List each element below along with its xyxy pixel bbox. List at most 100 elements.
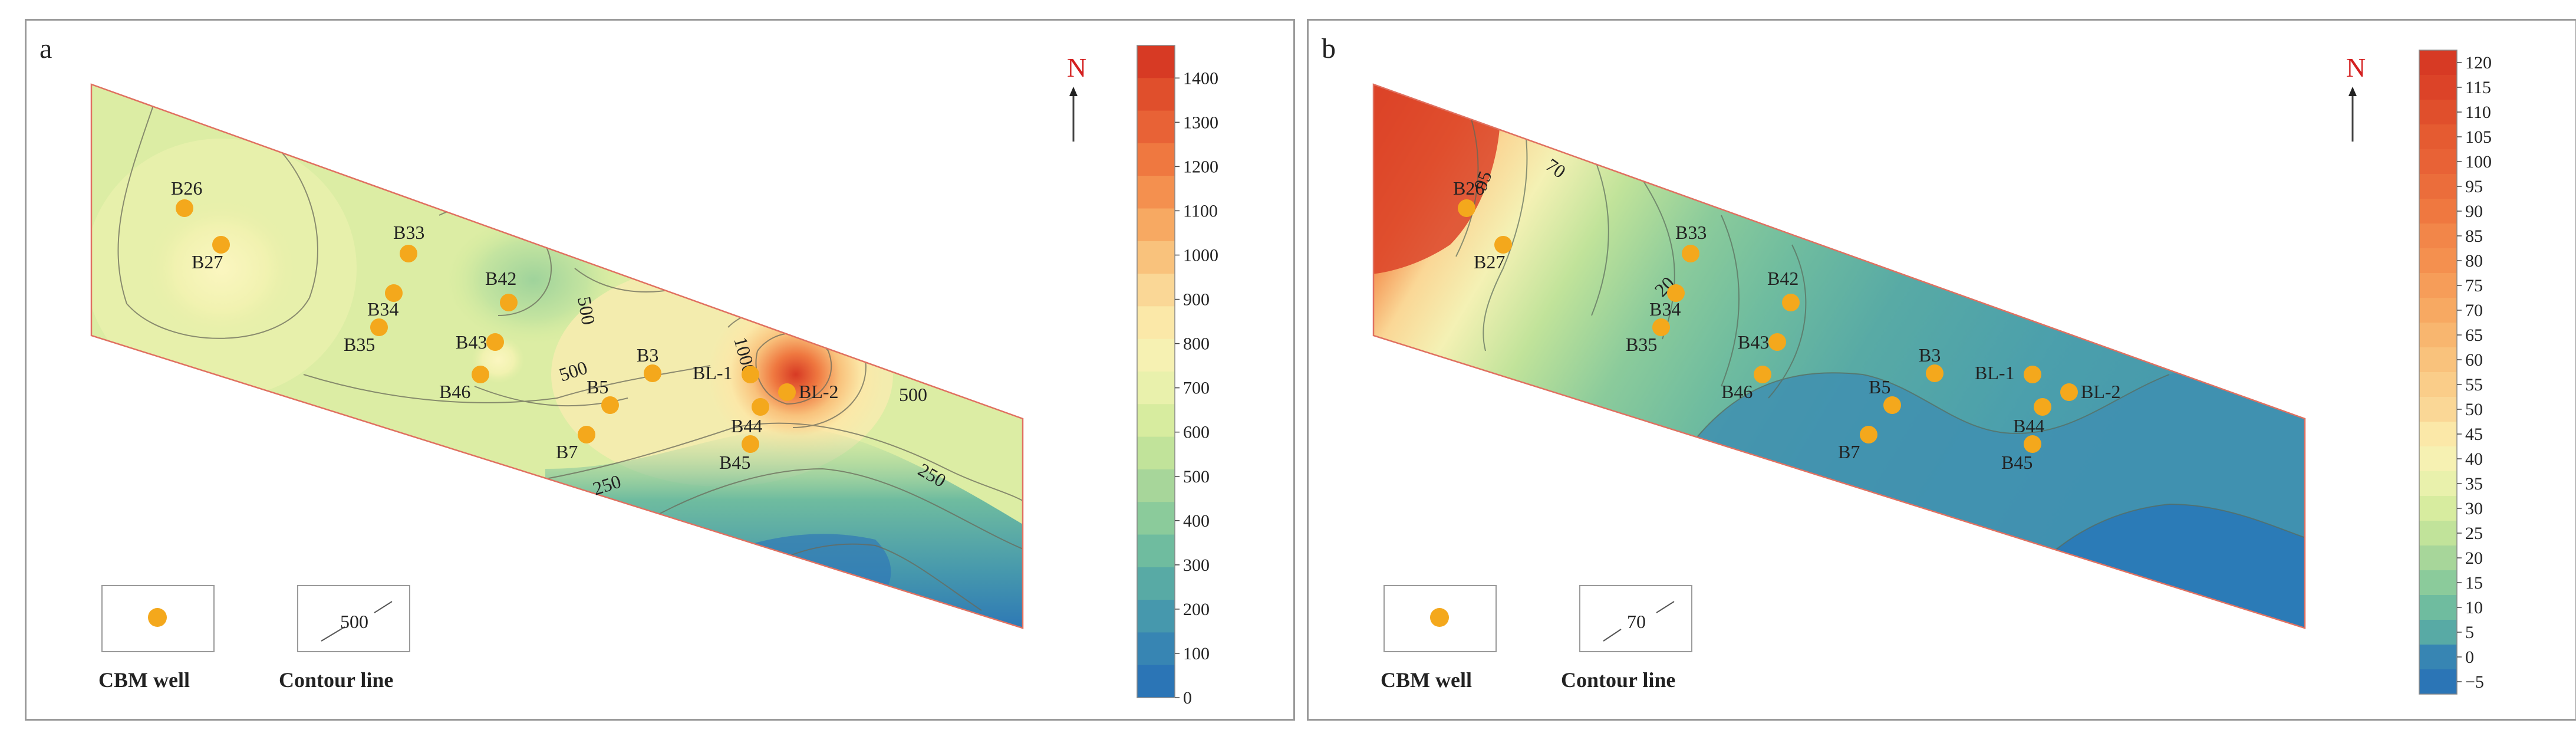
well-label: BL-1: [693, 362, 733, 383]
colorbar-swatch: [1137, 274, 1175, 307]
colorbar-tick-label: 300: [1183, 556, 1210, 575]
colorbar-tick-label: 1000: [1183, 246, 1218, 265]
well-marker[interactable]: [644, 364, 661, 382]
well-marker[interactable]: [1652, 318, 1670, 336]
colorbar: 1400130012001100100090080070060050040030…: [1137, 45, 1218, 708]
legend-well-symbol: [1430, 608, 1449, 627]
colorbar-tick-label: 5: [2465, 623, 2474, 642]
well-label: BL-2: [2081, 381, 2121, 402]
colorbar-tick-label: 15: [2465, 573, 2483, 593]
well-label: B44: [731, 415, 762, 436]
well-marker[interactable]: [385, 284, 403, 302]
colorbar-tick-label: 1200: [1183, 157, 1218, 176]
well-marker[interactable]: [1860, 426, 1877, 443]
well-label: B3: [1919, 344, 1941, 366]
colorbar-swatch: [1137, 502, 1175, 535]
colorbar-swatch: [2419, 124, 2457, 150]
contour-map-a: 500 500 1000 500 250 250 B26 B27 B33: [90, 45, 1218, 708]
well-marker[interactable]: [2034, 398, 2051, 416]
well-marker[interactable]: [778, 383, 796, 401]
colorbar-swatch: [1137, 339, 1175, 372]
colorbar-swatch: [1137, 208, 1175, 242]
well-label: B42: [485, 268, 516, 289]
colorbar-tick-label: 0: [1183, 688, 1192, 708]
well-label: B45: [2001, 452, 2033, 473]
map-legend: CBM well 70 Contour line: [1381, 585, 1692, 692]
well-marker[interactable]: [742, 366, 759, 383]
well-label: B5: [1869, 376, 1890, 397]
well-label: B26: [1453, 178, 1484, 199]
well-marker[interactable]: [601, 396, 619, 414]
colorbar-tick-label: 25: [2465, 524, 2483, 543]
colorbar-tick-label: 45: [2465, 425, 2483, 444]
well-label: B3: [637, 344, 658, 366]
well-label: BL-2: [799, 381, 839, 402]
colorbar-swatch: [2419, 149, 2457, 175]
well-marker[interactable]: [1883, 396, 1901, 414]
colorbar-swatch: [2419, 545, 2457, 571]
well-marker[interactable]: [1494, 236, 1512, 254]
north-label: N: [1067, 52, 1086, 83]
colorbar-tick-label: 0: [2465, 648, 2474, 667]
colorbar-swatch: [1137, 306, 1175, 340]
well-marker[interactable]: [1926, 364, 1943, 382]
well-label: B43: [456, 331, 487, 353]
well-marker[interactable]: [1458, 199, 1475, 217]
well-marker[interactable]: [1768, 333, 1786, 351]
colorbar-tick-label: 400: [1183, 511, 1210, 531]
colorbar-swatch: [1137, 436, 1175, 470]
well-marker[interactable]: [1667, 284, 1685, 302]
north-arrow: N: [1067, 52, 1086, 142]
colorbar-tick-label: 200: [1183, 600, 1210, 619]
well-marker[interactable]: [486, 333, 504, 351]
well-marker[interactable]: [1754, 366, 1771, 383]
colorbar-tick-label: 800: [1183, 334, 1210, 354]
well-label: B35: [1626, 334, 1657, 355]
well-marker[interactable]: [742, 435, 759, 453]
colorbar-tick-label: 1100: [1183, 201, 1218, 221]
colorbar-tick-label: 110: [2465, 103, 2491, 122]
colorbar-swatch: [1137, 176, 1175, 209]
contour-map-b: 95 70 20 B26 B27 B33 B34 B35 B42: [1372, 50, 2492, 695]
colorbar-tick-label: 55: [2465, 375, 2483, 395]
colorbar-swatch: [2419, 521, 2457, 546]
study-area-boundary: [90, 83, 1024, 629]
colorbar-tick-label: 100: [2465, 152, 2492, 172]
well-marker[interactable]: [472, 366, 489, 383]
well-marker[interactable]: [2024, 366, 2041, 383]
colorbar-swatch: [2419, 224, 2457, 249]
colorbar-swatch: [2419, 323, 2457, 348]
colorbar-tick-label: 20: [2465, 548, 2483, 568]
well-marker[interactable]: [1782, 294, 1800, 311]
colorbar-tick-label: 75: [2465, 276, 2483, 295]
colorbar-swatch: [2419, 620, 2457, 645]
well-marker[interactable]: [500, 294, 518, 311]
well-labels: B26 B27 B33 B34 B35 B42 B43 B46 B3 B5 B7…: [1453, 178, 2121, 473]
panel-label: a: [39, 33, 52, 64]
well-marker[interactable]: [176, 199, 193, 217]
colorbar-swatch: [1137, 534, 1175, 568]
colorbar-tick-label: 115: [2465, 78, 2491, 97]
legend-contour-sample: 70: [1627, 611, 1646, 632]
well-label: B42: [1767, 268, 1798, 289]
colorbar-tick-label: 900: [1183, 290, 1210, 310]
well-marker[interactable]: [752, 398, 769, 416]
well-label: B7: [1838, 441, 1860, 462]
colorbar-swatch: [2419, 471, 2457, 497]
well-marker[interactable]: [2024, 435, 2041, 453]
well-marker[interactable]: [1682, 245, 1699, 262]
study-area-boundary: [1372, 83, 2306, 629]
well-marker[interactable]: [578, 426, 595, 443]
colorbar-tick-label: 70: [2465, 301, 2483, 320]
colorbar-swatch: [2419, 75, 2457, 100]
well-label: B46: [439, 381, 470, 402]
colorbar-tick-label: 30: [2465, 499, 2483, 518]
well-marker[interactable]: [212, 236, 230, 254]
well-marker[interactable]: [370, 318, 388, 336]
colorbar-swatch: [1137, 372, 1175, 405]
colorbar-tick-label: 100: [1183, 644, 1210, 663]
well-labels: B26 B27 B33 B34 B35 B42 B43 B46 B3 B5 B7…: [171, 178, 839, 473]
well-marker[interactable]: [2060, 383, 2078, 401]
map-panel-b: b: [1307, 19, 2576, 721]
well-marker[interactable]: [400, 245, 417, 262]
